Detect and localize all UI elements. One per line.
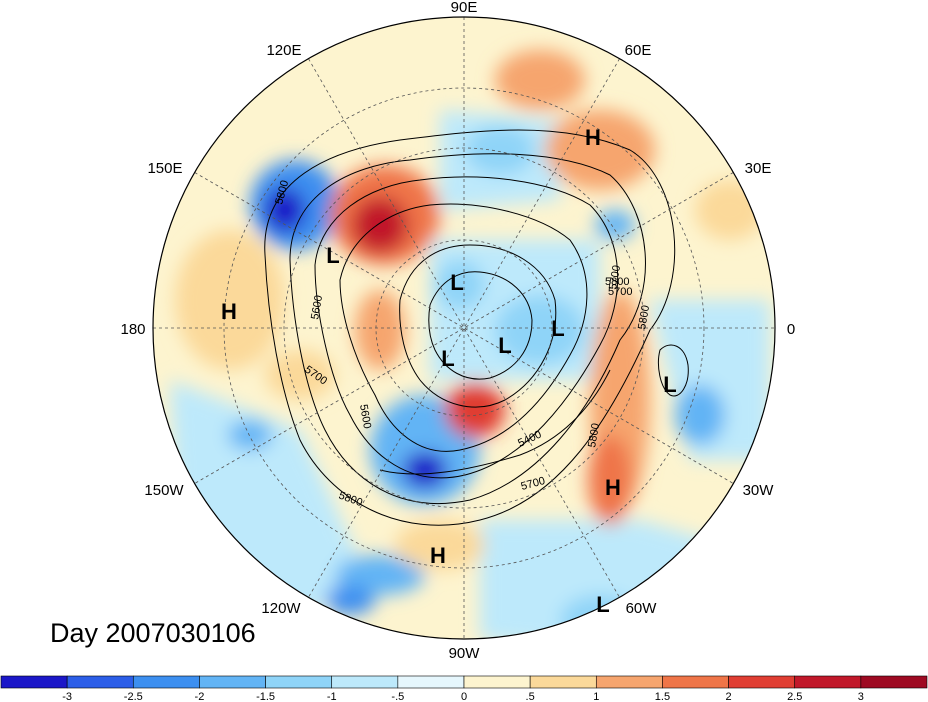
colorbar-swatch: [860, 675, 928, 689]
colorbar-swatch: [0, 675, 68, 689]
height-contours: [264, 129, 689, 526]
colorbar-swatch: [595, 675, 663, 689]
lon-label: 90E: [451, 0, 478, 16]
lon-label: 30W: [743, 482, 775, 499]
colorbar-tick-label: -1.5: [256, 691, 275, 702]
low-pressure-marker: L: [551, 316, 564, 341]
colorbar-swatch: [265, 675, 333, 689]
high-pressure-marker: H: [430, 543, 446, 568]
colorbar-swatch: [728, 675, 796, 689]
colorbar: -3 -2.5 -2 -1.5 -1 -.5 0 .5 1 1.5 2 2.5 3: [0, 675, 928, 702]
low-pressure-marker: L: [441, 346, 454, 371]
low-pressure-marker: L: [498, 333, 511, 358]
colorbar-swatch: [529, 675, 597, 689]
contour-label: 5700: [608, 286, 632, 298]
colorbar-swatch: [132, 675, 200, 689]
contour-label: 5800: [605, 276, 629, 288]
colorbar-tick-label: -2: [195, 691, 205, 702]
high-pressure-marker: H: [585, 125, 601, 150]
colorbar-swatch: [662, 675, 729, 689]
high-pressure-marker: H: [221, 299, 237, 324]
colorbar-tick-label: 1.5: [655, 691, 670, 702]
colorbar-tick-label: -2.5: [124, 691, 143, 702]
colorbar-swatch: [463, 675, 531, 689]
longitude-labels: 90E 60E 30E 0 30W 60W 90W 120W 150W 180 …: [120, 0, 795, 662]
lon-label: 120E: [266, 42, 301, 59]
low-pressure-marker: L: [596, 592, 609, 617]
colorbar-tick-label: -.5: [391, 691, 404, 702]
contour-label: 5800: [636, 304, 652, 330]
lon-label: 90W: [449, 645, 481, 662]
colorbar-tick-label: 2: [726, 691, 732, 702]
colorbar-tick-label: .5: [526, 691, 535, 702]
contour-label: 5700: [607, 264, 623, 290]
contour-label: 5600: [357, 403, 373, 429]
colorbar-tick-label: 2.5: [787, 691, 802, 702]
lon-label: 180: [120, 321, 145, 338]
low-pressure-marker: L: [326, 243, 339, 268]
lon-label: 0: [787, 321, 795, 338]
pressure-centers: H L H L L L L L L H H L L: [221, 125, 677, 617]
anomaly-field: [153, 17, 775, 639]
colorbar-swatch: [397, 675, 465, 689]
contour-label: 5800: [586, 422, 602, 448]
lon-label: 60W: [626, 600, 658, 617]
colorbar-swatch: [794, 675, 862, 689]
colorbar-tick-label: 3: [858, 691, 864, 702]
colorbar-tick-label: 0: [461, 691, 467, 702]
colorbar-swatch: [66, 675, 134, 689]
lon-label: 150E: [147, 160, 182, 177]
lon-label: 30E: [745, 160, 772, 177]
map-boundary: [152, 16, 776, 640]
low-pressure-marker: L: [663, 372, 676, 397]
colorbar-swatch: [199, 675, 266, 689]
colorbar-tick-label: -1: [327, 691, 337, 702]
contour-label: 5600: [309, 294, 325, 320]
lon-label: 120W: [261, 600, 301, 617]
lon-label: 150W: [144, 482, 184, 499]
colorbar-tick-label: 1: [593, 691, 599, 702]
colorbar-tick-label: -3: [62, 691, 72, 702]
high-pressure-marker: H: [605, 475, 621, 500]
day-label: Day 2007030106: [50, 618, 256, 648]
lon-label: 60E: [625, 42, 652, 59]
graticule: [153, 17, 775, 639]
colorbar-swatch: [331, 675, 399, 689]
low-pressure-marker: L: [450, 270, 463, 295]
